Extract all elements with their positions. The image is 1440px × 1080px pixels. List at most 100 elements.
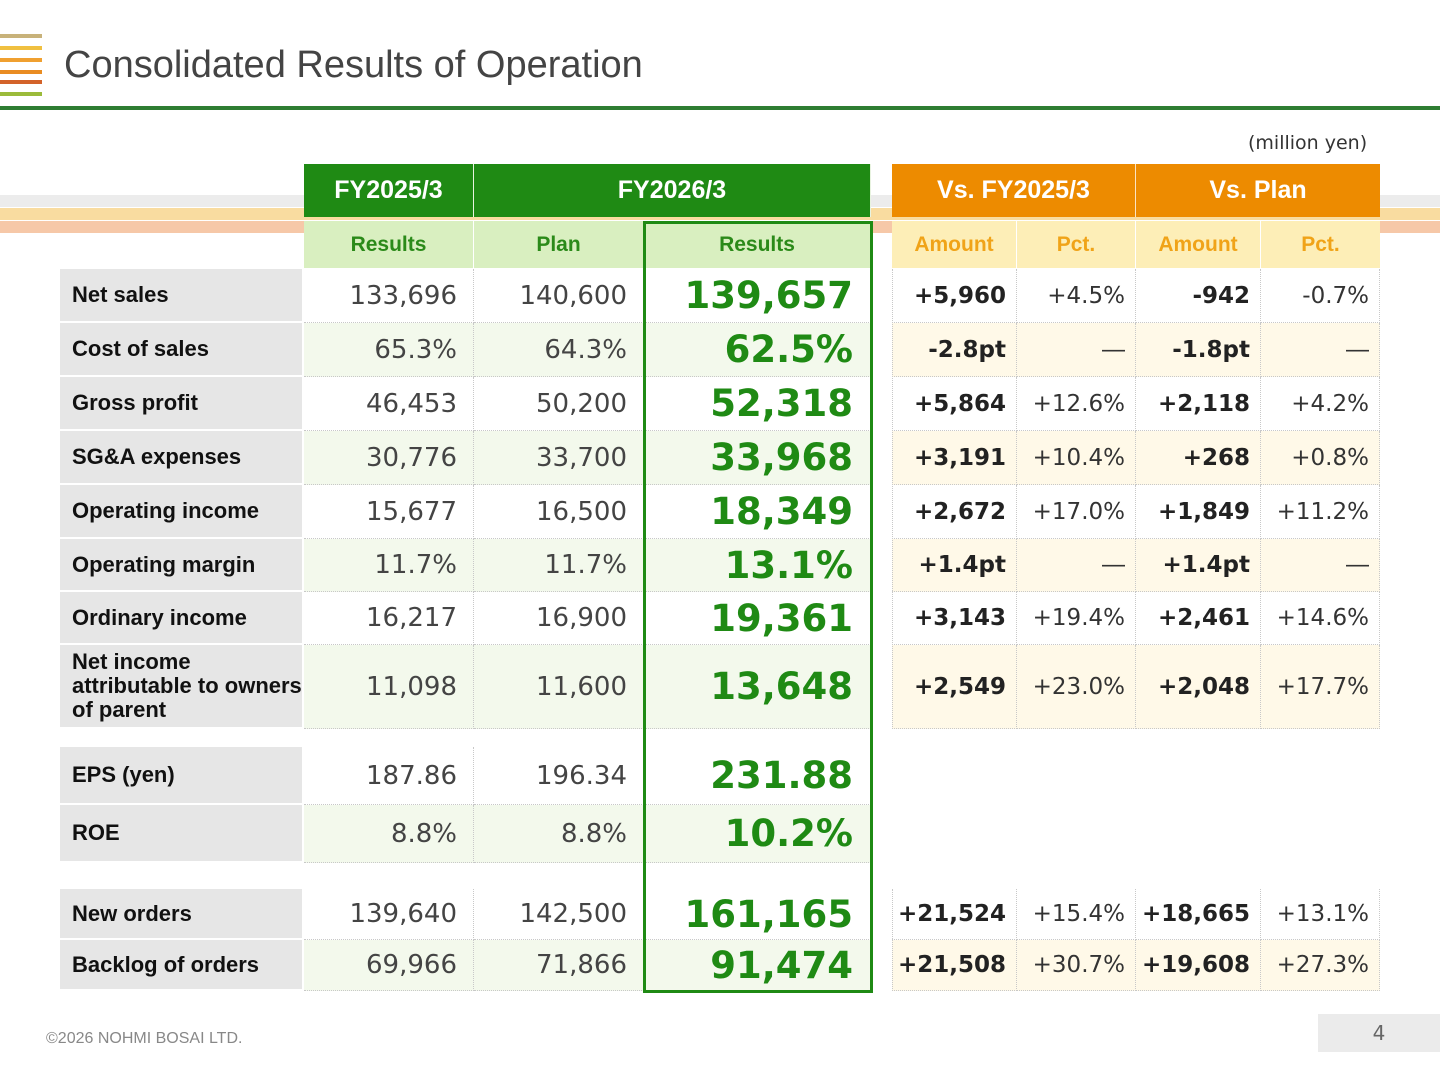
prev-results-value: 11.7% [304, 539, 474, 592]
unit-label: (million yen) [1248, 132, 1368, 154]
page-title: Consolidated Results of Operation [64, 44, 643, 86]
current-results-value: 62.5% [644, 323, 871, 377]
header-vs-plan: Vs. Plan [1136, 164, 1380, 217]
subheader-results-prev: Results [304, 221, 474, 268]
row-label: Net income attributable to owners of par… [60, 645, 304, 729]
vs-plan-amount: -942 [1136, 269, 1261, 323]
row-label: Cost of sales [60, 323, 304, 377]
plan-value: 11,600 [474, 645, 644, 729]
prev-results-value: 11,098 [304, 645, 474, 729]
current-results-value: 13.1% [644, 539, 871, 592]
row-label: Operating margin [60, 539, 304, 592]
prev-results-value: 69,966 [304, 940, 474, 991]
current-results-value: 161,165 [644, 889, 871, 940]
current-results-value: 18,349 [644, 485, 871, 539]
plan-value: 8.8% [474, 805, 644, 863]
vs-plan-pct: +27.3% [1261, 940, 1380, 991]
row-label: EPS (yen) [60, 747, 304, 805]
vs-plan-pct: -0.7% [1261, 269, 1380, 323]
vs-plan-amount: +19,608 [1136, 940, 1261, 991]
prev-results-value: 139,640 [304, 889, 474, 940]
decorative-line [0, 34, 42, 38]
prev-results-value: 65.3% [304, 323, 474, 377]
plan-value: 71,866 [474, 940, 644, 991]
subheader-amount-prev: Amount [892, 221, 1017, 268]
vs-prev-pct: +4.5% [1017, 269, 1136, 323]
vs-plan-pct: ― [1261, 323, 1380, 377]
row-label: Gross profit [60, 377, 304, 431]
vs-plan-pct: +13.1% [1261, 889, 1380, 940]
plan-value: 64.3% [474, 323, 644, 377]
vs-prev-pct: ― [1017, 539, 1136, 592]
row-label: New orders [60, 889, 304, 940]
vs-plan-pct: +14.6% [1261, 592, 1380, 645]
vs-prev-pct: +12.6% [1017, 377, 1136, 431]
row-label: ROE [60, 805, 304, 863]
plan-value: 16,500 [474, 485, 644, 539]
vs-plan-amount: +2,118 [1136, 377, 1261, 431]
subheader-plan: Plan [474, 221, 644, 268]
decorative-line [0, 46, 42, 50]
page-number: 4 [1318, 1014, 1440, 1052]
vs-plan-pct: ― [1261, 539, 1380, 592]
decorative-line [0, 92, 42, 96]
vs-plan-amount: +18,665 [1136, 889, 1261, 940]
vs-prev-pct: +10.4% [1017, 431, 1136, 485]
header-fy2026: FY2026/3 [474, 164, 871, 217]
vs-plan-pct: +11.2% [1261, 485, 1380, 539]
header-vs-prev: Vs. FY2025/3 [892, 164, 1136, 217]
vs-prev-amount: +3,191 [892, 431, 1017, 485]
vs-prev-pct: +23.0% [1017, 645, 1136, 729]
current-results-value: 231.88 [644, 747, 871, 805]
title-rule [0, 106, 1440, 110]
vs-prev-pct: ― [1017, 323, 1136, 377]
table-divider [892, 269, 893, 729]
current-results-value: 52,318 [644, 377, 871, 431]
vs-prev-amount: +2,549 [892, 645, 1017, 729]
prev-results-value: 8.8% [304, 805, 474, 863]
vs-plan-amount: +2,048 [1136, 645, 1261, 729]
vs-prev-amount: +5,960 [892, 269, 1017, 323]
prev-results-value: 46,453 [304, 377, 474, 431]
vs-plan-amount: +1,849 [1136, 485, 1261, 539]
row-label: SG&A expenses [60, 431, 304, 485]
row-label: Net sales [60, 269, 304, 323]
decorative-line [0, 70, 42, 74]
plan-value: 16,900 [474, 592, 644, 645]
vs-prev-amount: +1.4pt [892, 539, 1017, 592]
vs-prev-amount: +2,672 [892, 485, 1017, 539]
vs-plan-pct: +0.8% [1261, 431, 1380, 485]
prev-results-value: 187.86 [304, 747, 474, 805]
prev-results-value: 15,677 [304, 485, 474, 539]
plan-value: 50,200 [474, 377, 644, 431]
plan-value: 142,500 [474, 889, 644, 940]
row-label: Ordinary income [60, 592, 304, 645]
current-results-value: 33,968 [644, 431, 871, 485]
vs-prev-pct: +17.0% [1017, 485, 1136, 539]
header-fy2025: FY2025/3 [304, 164, 474, 217]
vs-plan-pct: +17.7% [1261, 645, 1380, 729]
subheader-pct-prev: Pct. [1017, 221, 1136, 268]
plan-value: 196.34 [474, 747, 644, 805]
plan-value: 11.7% [474, 539, 644, 592]
current-results-value: 91,474 [644, 940, 871, 991]
subheader-amount-plan: Amount [1136, 221, 1261, 268]
vs-prev-amount: +5,864 [892, 377, 1017, 431]
current-results-value: 19,361 [644, 592, 871, 645]
subheader-results-curr: Results [644, 221, 871, 268]
vs-prev-amount: +21,524 [892, 889, 1017, 940]
current-results-value: 10.2% [644, 805, 871, 863]
copyright: ©2026 NOHMI BOSAI LTD. [46, 1030, 243, 1047]
decorative-line [0, 58, 42, 62]
vs-prev-amount: +3,143 [892, 592, 1017, 645]
plan-value: 140,600 [474, 269, 644, 323]
current-results-value: 13,648 [644, 645, 871, 729]
vs-prev-amount: +21,508 [892, 940, 1017, 991]
vs-plan-amount: +2,461 [1136, 592, 1261, 645]
subheader-pct-plan: Pct. [1261, 221, 1380, 268]
current-results-value: 139,657 [644, 269, 871, 323]
decorative-line [0, 80, 42, 84]
vs-plan-amount: +1.4pt [1136, 539, 1261, 592]
vs-prev-pct: +19.4% [1017, 592, 1136, 645]
vs-plan-amount: -1.8pt [1136, 323, 1261, 377]
